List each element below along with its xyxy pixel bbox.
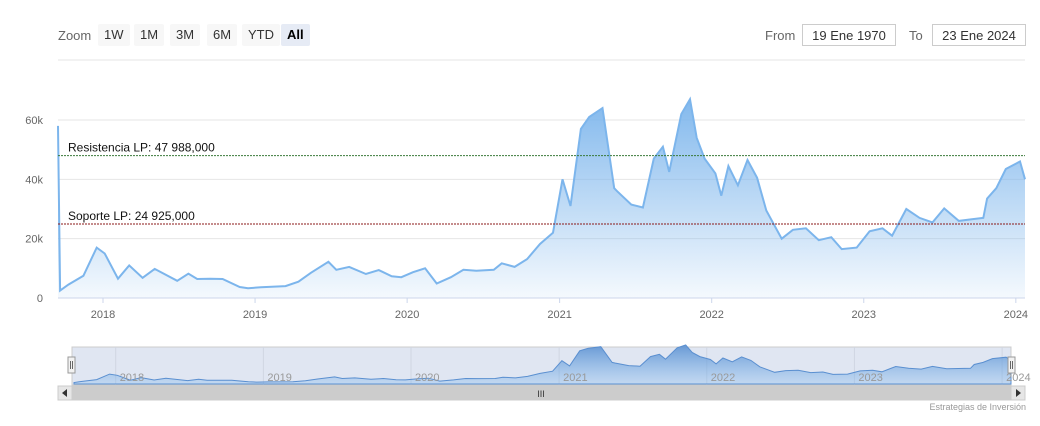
- to-label: To: [909, 28, 923, 43]
- zoom-1w-button[interactable]: 1W: [98, 24, 130, 46]
- y-tick-label: 20k: [25, 234, 43, 246]
- navigator-right-handle[interactable]: [1007, 356, 1016, 374]
- chart-credit: Estrategias de Inversión: [929, 402, 1026, 412]
- to-date-input[interactable]: 23 Ene 2024: [932, 24, 1026, 46]
- zoom-1m-button[interactable]: 1M: [134, 24, 165, 46]
- navigator-series: [73, 344, 1012, 385]
- arrow-left-icon: [62, 389, 67, 397]
- x-axis: 2018 2019 2020 2021 2022 2023 2024: [91, 298, 1028, 321]
- y-tick-label: 60k: [25, 115, 43, 127]
- navigator[interactable]: 2018 2019 2020 2021 2022 2023 2024: [67, 344, 1031, 386]
- navigator-label: 2023: [858, 372, 882, 384]
- range-selector-bar: Zoom 1W 1M 3M 6M YTD All From 19 Ene 197…: [0, 0, 1040, 60]
- navigator-labels: 2018 2019 2020 2021 2022 2023 2024: [120, 372, 1031, 384]
- x-tick-label: 2021: [547, 309, 571, 321]
- y-tick-label: 0: [37, 293, 43, 305]
- y-axis: 0 20k 40k 60k: [25, 115, 43, 305]
- scrollbar[interactable]: III: [57, 385, 1026, 401]
- navigator-label: 2021: [563, 372, 587, 384]
- x-tick-label: 2020: [395, 309, 419, 321]
- zoom-all-button[interactable]: All: [281, 24, 310, 46]
- y-tick-label: 40k: [25, 174, 43, 186]
- x-tick-label: 2018: [91, 309, 115, 321]
- from-date-input[interactable]: 19 Ene 1970: [802, 24, 896, 46]
- arrow-right-icon: [1016, 389, 1021, 397]
- zoom-6m-button[interactable]: 6M: [207, 24, 238, 46]
- navigator-label: 2020: [415, 372, 439, 384]
- navigator-label: 2019: [267, 372, 291, 384]
- resistance-label: Resistencia LP: 47 988,000: [68, 141, 215, 155]
- x-tick-label: 2023: [852, 309, 876, 321]
- navigator-label: 2018: [120, 372, 144, 384]
- support-label: Soporte LP: 24 925,000: [68, 209, 195, 223]
- grid-lines: [58, 119, 1025, 240]
- navigator-left-handle[interactable]: [67, 356, 76, 374]
- navigator-label: 2024: [1006, 372, 1030, 384]
- price-area: [58, 99, 1025, 298]
- x-tick-label: 2022: [699, 309, 723, 321]
- x-tick-label: 2024: [1004, 309, 1028, 321]
- price-line: [57, 96, 1026, 293]
- zoom-label: Zoom: [58, 28, 92, 43]
- support-resistance-lines: Resistencia LP: 47 988,000 Soporte LP: 24…: [58, 141, 1025, 225]
- navigator-label: 2022: [711, 372, 735, 384]
- zoom-3m-button[interactable]: 3M: [170, 24, 201, 46]
- from-label: From: [765, 28, 796, 43]
- scrollbar-grip: III: [537, 389, 545, 399]
- x-tick-label: 2019: [243, 309, 267, 321]
- zoom-ytd-button[interactable]: YTD: [242, 24, 280, 46]
